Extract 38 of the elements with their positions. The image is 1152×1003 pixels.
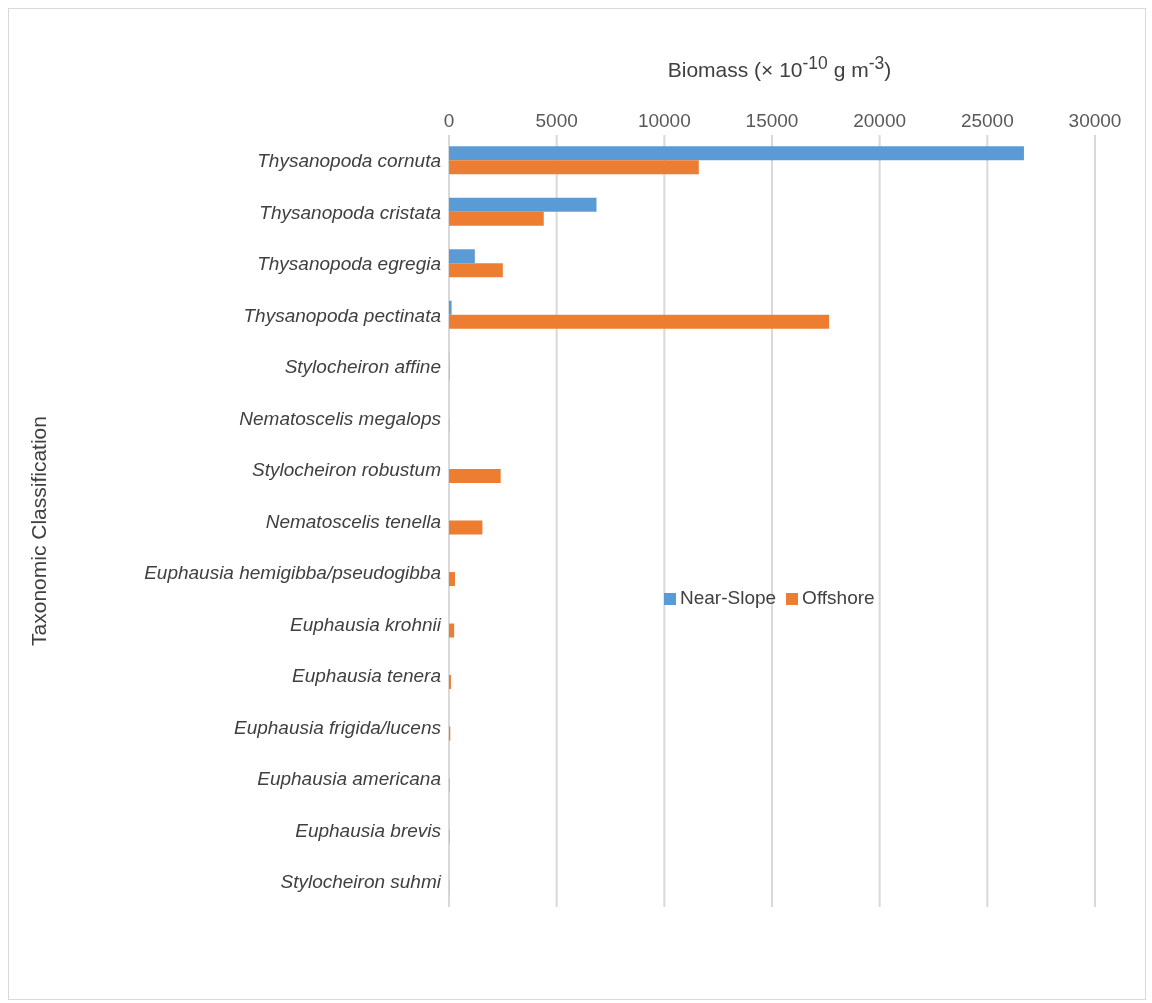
bar	[449, 249, 475, 264]
bar	[449, 263, 503, 278]
bar	[449, 146, 1024, 161]
x-tick-label: 20000	[853, 110, 907, 131]
y-tick-label: Euphausia frigida/lucens	[233, 716, 442, 738]
y-tick-label: Thysanopoda egregia	[257, 253, 441, 275]
x-tick-label: 25000	[960, 110, 1014, 131]
bar	[449, 623, 455, 638]
bar	[449, 469, 501, 484]
bar	[449, 197, 597, 212]
bar	[449, 572, 456, 587]
y-tick-label: Stylocheiron robustum	[251, 459, 441, 481]
legend-label: Offshore	[802, 587, 875, 608]
bar	[449, 160, 699, 175]
y-tick-label: Euphausia krohnii	[289, 613, 442, 635]
legend-label: Near-Slope	[680, 587, 777, 608]
y-tick-label: Thysanopoda pectinata	[243, 304, 441, 326]
x-tick-label: 15000	[745, 110, 799, 131]
y-tick-label: Nematoscelis tenella	[265, 510, 441, 532]
y-tick-label: Stylocheiron affine	[284, 356, 441, 378]
bar	[449, 211, 544, 226]
y-tick-label: Thysanopoda cornuta	[257, 150, 441, 172]
x-tick-label: 10000	[637, 110, 691, 131]
x-tick-label: 0	[443, 110, 455, 131]
y-tick-label: Euphausia brevis	[295, 819, 442, 841]
bar	[449, 300, 452, 315]
y-tick-label: Thysanopoda cristata	[259, 201, 441, 223]
bar	[449, 520, 483, 535]
x-tick-label: 5000	[535, 110, 578, 131]
y-axis-title: Taxonomic Classification	[27, 415, 51, 648]
bar	[449, 314, 830, 329]
y-tick-label: Euphausia americana	[257, 768, 441, 790]
x-axis-title: Biomass (× 10$^{-10}$ g m$^{-3}$)	[666, 53, 893, 82]
y-tick-label: Euphausia tenera	[292, 665, 441, 687]
y-tick-label: Nematoscelis megalops	[239, 407, 442, 429]
x-tick-label: 30000	[1068, 110, 1122, 131]
y-tick-label: Stylocheiron suhmi	[280, 871, 442, 893]
y-tick-label: Euphausia hemigibba/pseudogibba	[144, 562, 441, 584]
